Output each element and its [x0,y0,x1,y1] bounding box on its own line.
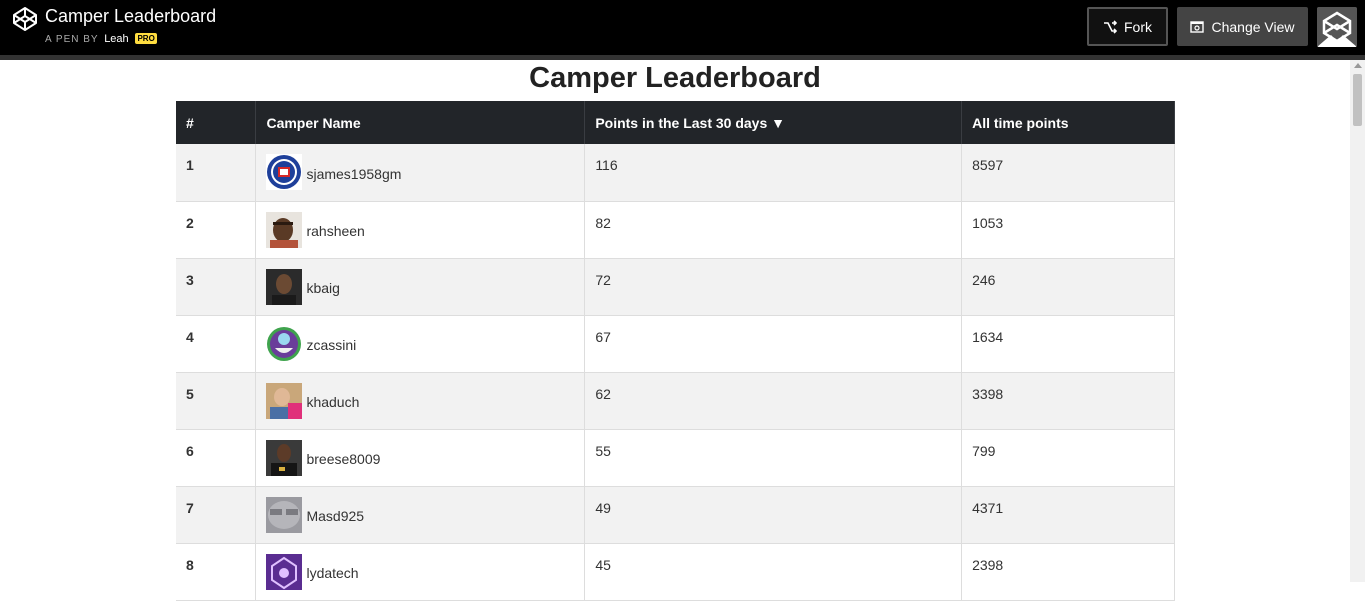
pro-badge: PRO [135,33,157,44]
scrollbar-thumb[interactable] [1353,74,1362,126]
avatar [266,325,303,362]
camper-name[interactable]: zcassini [306,337,357,353]
codepen-header: Camper Leaderboard A PEN BY Leah PRO For… [0,0,1365,55]
camper-name[interactable]: rahsheen [306,223,365,239]
avatar [266,382,303,419]
header-divider [0,55,1365,60]
camper-name[interactable]: breese8009 [306,451,381,467]
pen-by-label: A PEN BY [45,34,99,45]
scrollbar-track[interactable] [1350,60,1365,582]
table-header-row: # Camper Name Points in the Last 30 days… [176,101,1175,144]
table-row: 6 breese8009 55 799 [176,429,1175,487]
alltime-points-cell: 1053 [961,201,1175,259]
camper-cell: breese8009 [255,429,586,487]
rank-cell: 5 [176,372,257,430]
table-row: 3 kbaig 72 246 [176,258,1175,316]
alltime-points-cell: 799 [961,429,1175,487]
user-avatar-icon [1317,7,1357,47]
camper-cell: khaduch [255,372,586,430]
scroll-up-arrow-icon[interactable] [1354,63,1362,68]
rank-cell: 1 [176,144,257,202]
pen-byline: A PEN BY Leah PRO [45,33,157,45]
camper-cell: Masd925 [255,486,586,544]
recent-points-cell: 72 [584,258,963,316]
user-avatar[interactable] [1317,7,1357,47]
alltime-points-cell: 1634 [961,315,1175,373]
avatar [266,439,303,476]
alltime-points-cell: 4371 [961,486,1175,544]
camper-name[interactable]: khaduch [306,394,360,410]
rank-cell: 4 [176,315,257,373]
change-view-icon [1190,20,1205,33]
change-view-label: Change View [1211,18,1295,35]
camper-cell: lydatech [255,543,586,601]
rank-cell: 8 [176,543,257,601]
camper-cell: sjames1958gm [255,144,586,202]
avatar [266,553,303,590]
table-row: 8 lydatech 45 2398 [176,543,1175,601]
camper-name[interactable]: lydatech [306,565,359,581]
recent-points-cell: 49 [584,486,963,544]
column-header-alltime-points[interactable]: All time points [961,101,1175,144]
rank-cell: 2 [176,201,257,259]
codepen-logo-icon[interactable] [12,6,38,32]
column-header-recent-points[interactable]: Points in the Last 30 days ▼ [584,101,963,144]
camper-name[interactable]: kbaig [306,280,340,296]
avatar [266,496,303,533]
recent-points-cell: 62 [584,372,963,430]
pen-title: Camper Leaderboard [45,6,217,26]
page-title: Camper Leaderboard [529,62,821,94]
table-row: 7 Masd925 49 4371 [176,486,1175,544]
recent-points-cell: 55 [584,429,963,487]
pen-author-link[interactable]: Leah [104,33,129,45]
avatar [266,211,303,248]
alltime-points-cell: 246 [961,258,1175,316]
rank-cell: 6 [176,429,257,487]
recent-points-cell: 45 [584,543,963,601]
table-row: 2 rahsheen 82 1053 [176,201,1175,259]
column-header-rank: # [176,101,257,144]
change-view-button[interactable]: Change View [1177,7,1308,46]
camper-cell: kbaig [255,258,586,316]
alltime-points-cell: 8597 [961,144,1175,202]
avatar [266,154,303,190]
recent-points-cell: 67 [584,315,963,373]
table-row: 1 sjames1958gm 116 8597 [176,144,1175,202]
recent-points-cell: 116 [584,144,963,202]
avatar [266,268,303,305]
camper-cell: rahsheen [255,201,586,259]
leaderboard-table: # Camper Name Points in the Last 30 days… [176,101,1175,601]
table-row: 5 khaduch 62 3398 [176,372,1175,430]
fork-icon [1104,19,1117,34]
camper-name[interactable]: sjames1958gm [306,165,402,182]
alltime-points-cell: 2398 [961,543,1175,601]
camper-name[interactable]: Masd925 [306,508,365,524]
fork-button[interactable]: Fork [1087,7,1168,46]
table-row: 4 zcassini 67 1634 [176,315,1175,373]
rank-cell: 3 [176,258,257,316]
alltime-points-cell: 3398 [961,372,1175,430]
recent-points-cell: 82 [584,201,963,259]
camper-cell: zcassini [255,315,586,373]
rank-cell: 7 [176,486,257,544]
fork-label: Fork [1124,18,1152,35]
column-header-name: Camper Name [255,101,586,144]
